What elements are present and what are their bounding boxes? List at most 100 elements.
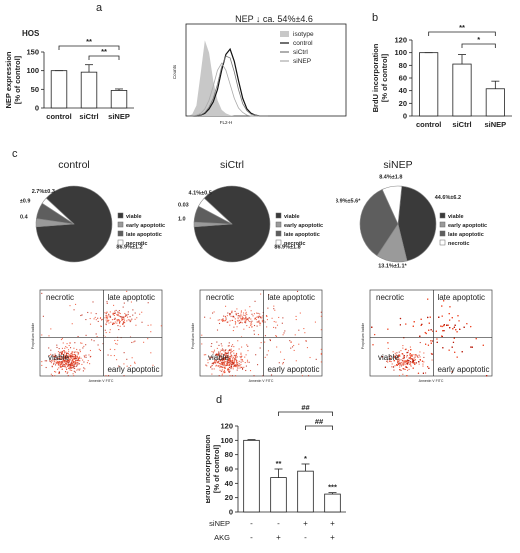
scatter-point [109,331,111,333]
scatter-point [231,350,233,353]
scatter-point [63,350,65,352]
scatter-point [110,354,112,357]
scatter-point [71,352,73,355]
scatter-point [109,311,111,313]
scatter-point [57,351,60,353]
scatter-point [78,357,80,359]
scatter-point [409,346,411,348]
scatter-point [229,358,231,360]
scatter-point [259,324,261,326]
scatter-point [257,364,259,366]
scatter-point [259,317,261,319]
scatter-point [75,355,77,357]
scatter-point [241,316,243,318]
scatter-point [423,356,425,359]
scatter-point [213,368,215,370]
scatter-point [282,334,284,336]
scatter-point [69,366,71,368]
y-axis-label: BrdU incorporation [371,43,380,112]
scatter-point [410,364,412,366]
scatter-point [217,360,219,362]
scatter-point [52,354,54,356]
scatter-point [234,310,236,312]
scatter-point [247,350,249,352]
scatter-point [72,360,74,362]
scatter-point [51,375,53,377]
scatter-point [147,338,149,340]
scatter-point [63,357,65,359]
scatter-point [74,357,76,359]
scatter-point [419,356,421,358]
scatter-point [71,361,73,363]
scatter-point [78,357,80,359]
scatter-point [258,315,260,317]
scatter-point [389,357,391,360]
scatter-point [160,325,162,327]
scatter-point [75,359,77,361]
scatter-point [223,350,225,352]
scatter-point [229,364,231,366]
scatter-point [91,339,93,341]
scatter-point [61,362,63,364]
scatter-point [132,309,134,311]
scatter-point [412,367,414,369]
scatter-point [397,355,399,357]
scatter-point [407,350,410,352]
scatter-point [211,363,213,365]
scatter-point [65,355,67,358]
scatter-point [229,363,231,365]
scatter-point [68,351,70,353]
scatter-point [63,350,65,352]
quadrant-label: viable [208,353,229,362]
scatter-point [410,365,412,367]
legend-label: necrotic [284,241,305,247]
scatter-point [225,319,227,321]
series-line [188,55,268,117]
scatter-point [105,315,107,317]
scatter-point [217,365,219,367]
scatter-point [67,371,69,373]
scatter-point [237,361,239,364]
scatter-point [66,360,68,362]
scatter-point [238,322,240,324]
bar-significance-label: *** [328,483,337,492]
scatter-point [120,316,122,318]
y-tick-label: 80 [225,450,233,459]
series-line [188,62,268,117]
scatter-point [73,375,75,377]
scatter-point [79,351,81,353]
scatter-point [267,350,270,352]
scatter-point [402,364,404,366]
scatter-point [233,350,235,352]
scatter-point [232,359,234,361]
scatter-point [61,360,63,363]
scatter-point [65,355,67,357]
scatter-point [234,375,237,377]
scatter-point [109,315,111,317]
condition-row-label: siNEP [209,519,230,528]
scatter-point [206,365,208,367]
scatter-point [133,341,135,343]
scatter-point [99,317,102,319]
scatter-point [73,364,75,366]
scatter-point [53,361,55,363]
scatter-point [218,375,220,377]
y-tick-label: 60 [399,74,407,83]
chart-c-scatter-sinep-svg: necrotic late apoptotic viable early apopto… [361,289,493,383]
scatter-point [71,354,73,356]
scatter-point [283,358,285,360]
scatter-point [203,354,205,356]
scatter-point [61,368,64,370]
scatter-point [97,344,99,346]
scatter-point [237,318,239,320]
pie-slice-label: 4.1%±0.5 [189,190,212,196]
scatter-point [235,366,237,368]
scatter-point [230,348,232,350]
scatter-point [221,369,223,371]
scatter-point [126,316,129,318]
scatter-point [424,331,426,334]
scatter-point [413,359,415,362]
scatter-point [117,319,119,321]
scatter-point [226,355,228,357]
scatter-point [275,321,277,323]
